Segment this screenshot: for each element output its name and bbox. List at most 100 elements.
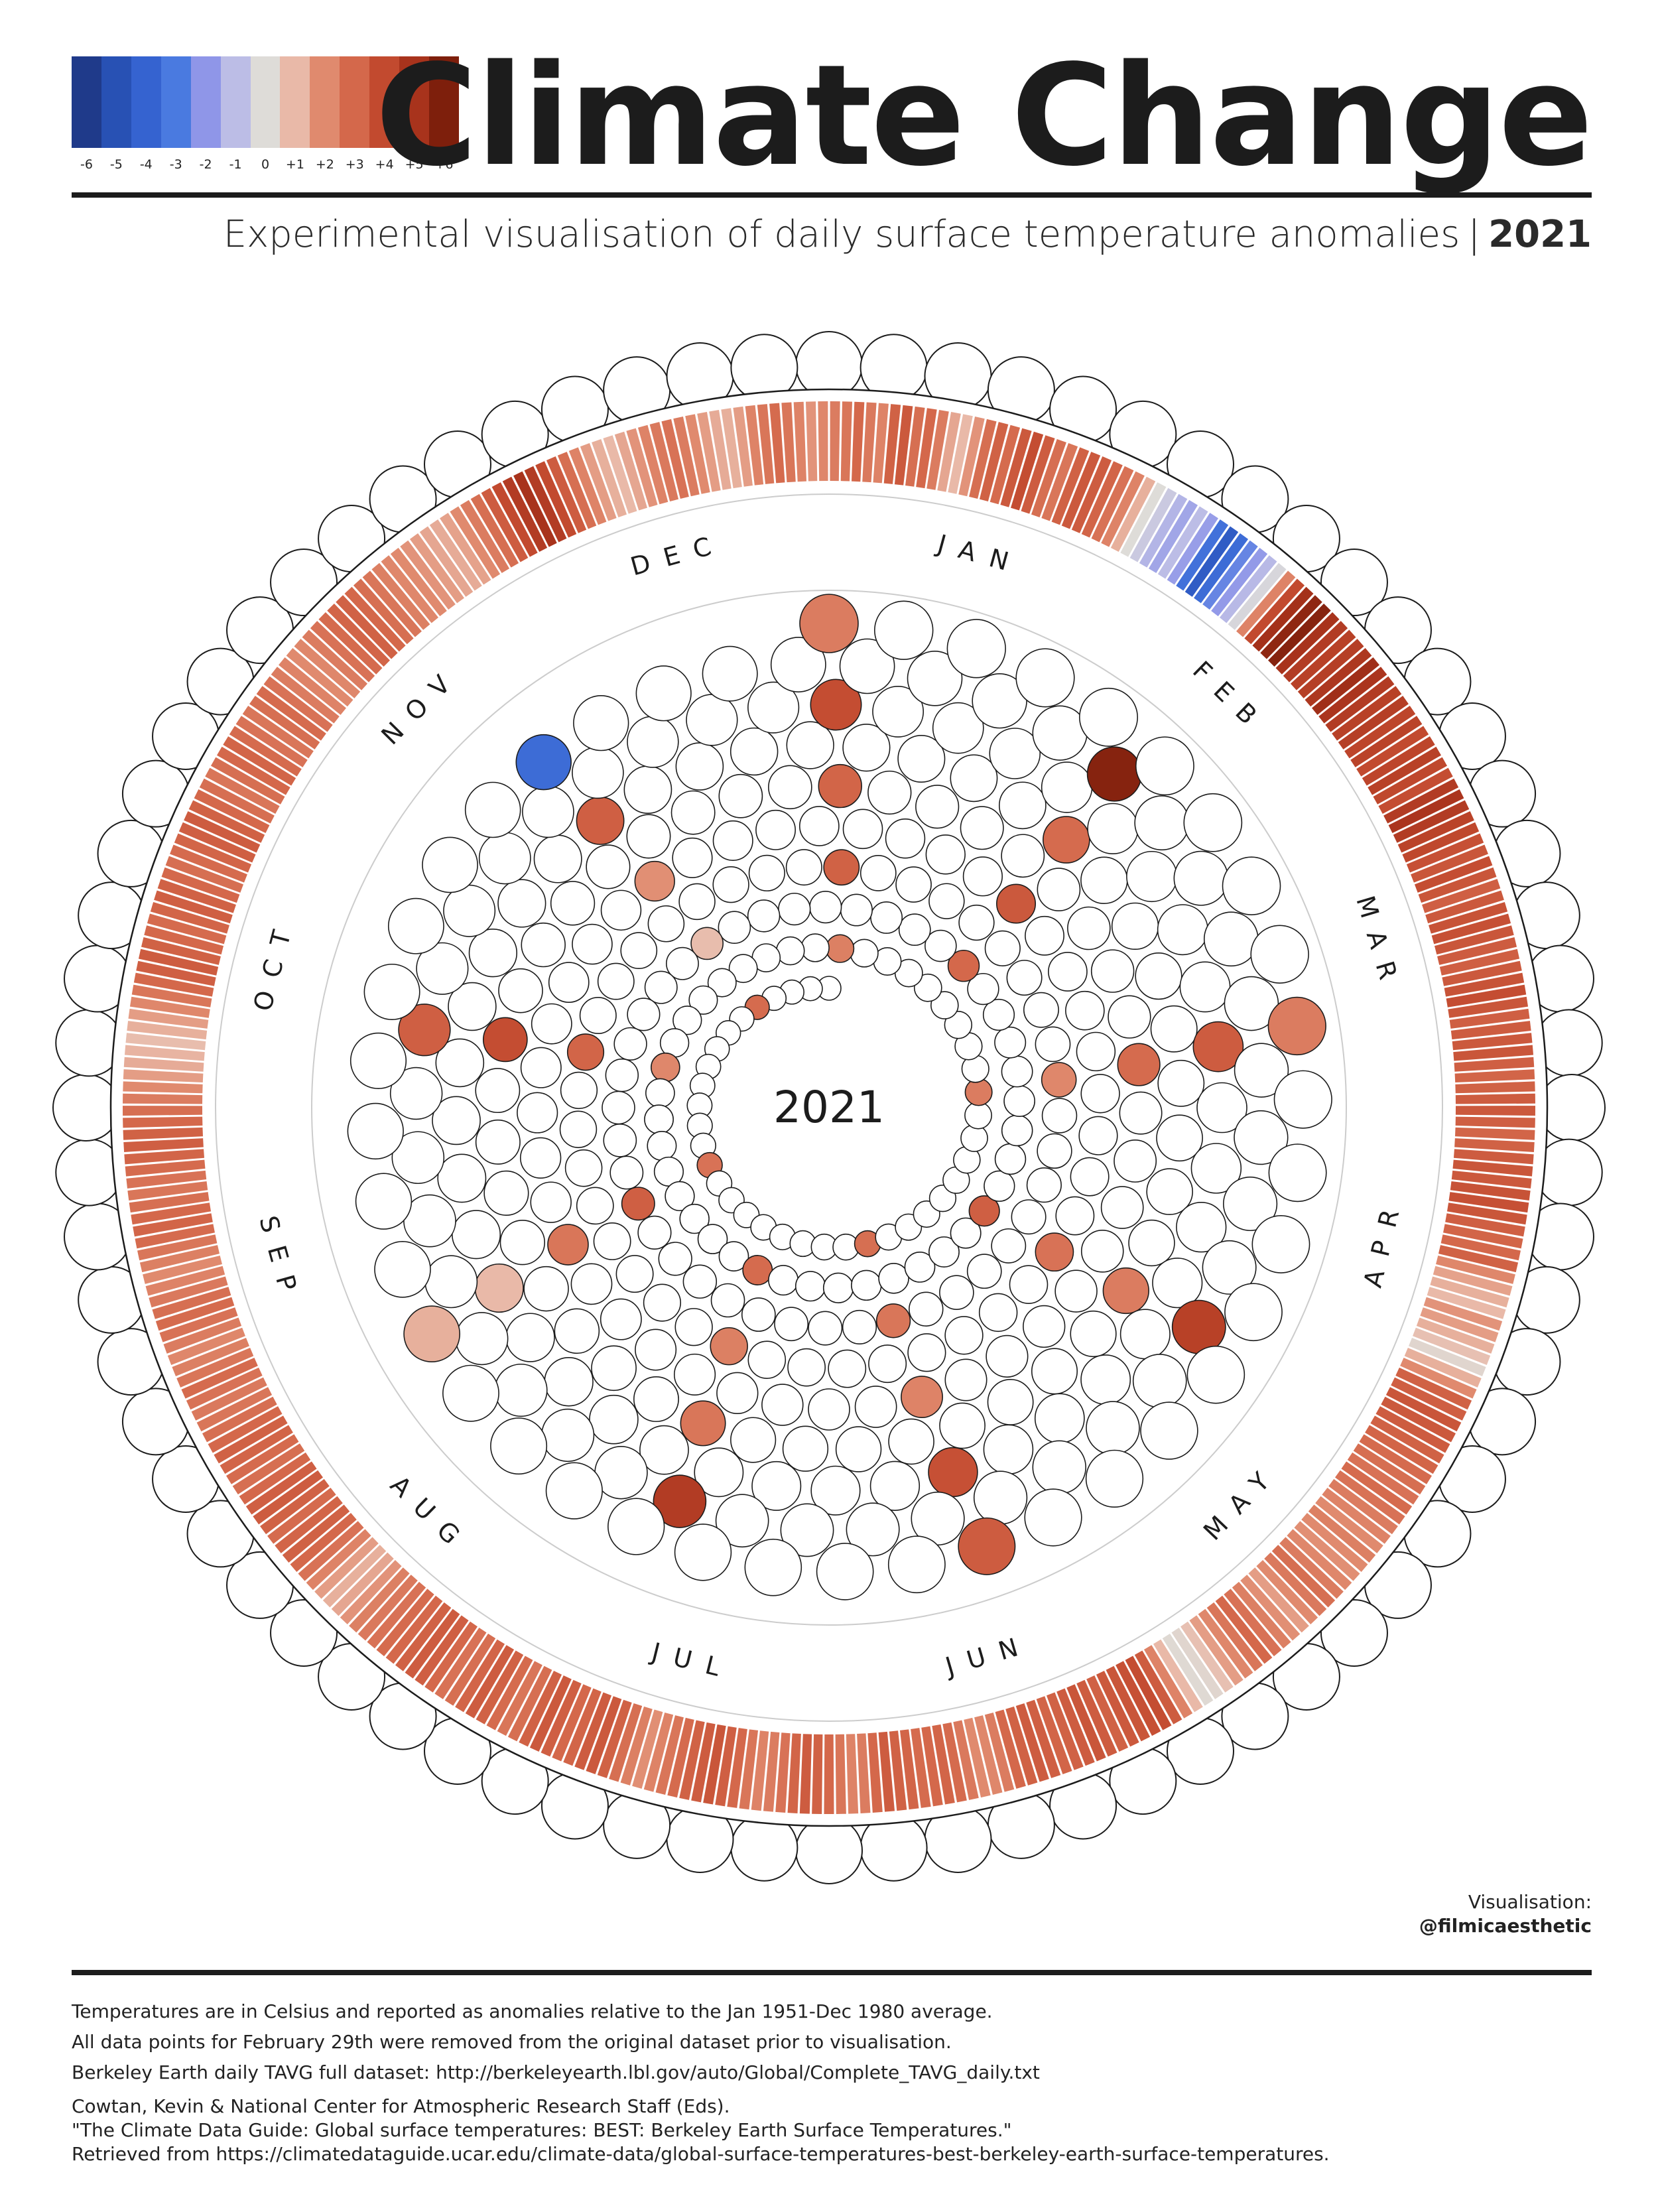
spiral-bubble <box>403 1305 461 1363</box>
daily-anomaly-bar <box>1312 657 1379 715</box>
daily-anomaly-bar <box>1096 1671 1139 1747</box>
daily-anomaly-bar <box>1202 540 1258 610</box>
daily-anomaly-bar <box>1268 604 1331 667</box>
daily-anomaly-bar <box>486 1656 533 1730</box>
daily-anomaly-bar <box>154 890 233 924</box>
spiral-bubble <box>774 1307 809 1342</box>
spiral-bubble <box>422 836 478 893</box>
spiral-bubble <box>545 1462 603 1520</box>
daily-anomaly-bar <box>1334 1470 1405 1525</box>
daily-anomaly-bar <box>1101 471 1145 547</box>
spiral-bubble <box>818 763 862 809</box>
spiral-bubble <box>895 866 932 903</box>
daily-anomaly-bar <box>1322 1487 1391 1544</box>
spiral-bubble <box>822 1272 854 1303</box>
daily-anomaly-bar <box>1021 435 1055 514</box>
daily-anomaly-bar <box>1375 1406 1450 1453</box>
footnote-leap-day: All data points for February 29th were r… <box>72 2031 952 2053</box>
spiral-bubble <box>591 1345 637 1392</box>
daily-anomaly-bar <box>1026 1699 1061 1778</box>
daily-anomaly-bar <box>1260 595 1322 659</box>
legend-swatch <box>280 56 310 148</box>
spiral-bubble <box>1080 1074 1120 1114</box>
daily-anomaly-bar <box>1448 1192 1529 1213</box>
daily-anomaly-bar <box>172 1337 249 1376</box>
daily-anomaly-bar <box>137 1234 218 1261</box>
spiral-bubble <box>799 594 859 653</box>
daily-anomaly-bar <box>138 948 219 976</box>
spiral-bubble <box>742 1255 773 1285</box>
daily-anomaly-bar <box>1332 686 1402 741</box>
spiral-bubble <box>1024 1488 1082 1547</box>
spiral-bubble <box>778 892 811 926</box>
spiral-bubble <box>1086 1401 1140 1455</box>
spiral-bubble <box>1186 1345 1245 1404</box>
spiral-bubble <box>878 1263 909 1294</box>
daily-anomaly-bar <box>535 461 577 538</box>
daily-anomaly-bar <box>1454 1138 1535 1153</box>
spiral-bubble <box>978 1293 1018 1333</box>
daily-anomaly-bar <box>1056 1688 1095 1766</box>
daily-anomaly-bar <box>563 1688 602 1766</box>
spiral-bubble <box>786 721 834 769</box>
spiral-bubble <box>475 1119 521 1165</box>
daily-anomaly-bar <box>390 547 447 617</box>
spiral-bubble <box>1119 1309 1171 1360</box>
daily-anomaly-bar <box>697 412 721 492</box>
spiral-bubble <box>666 946 699 980</box>
daily-anomaly-bar <box>349 1567 410 1633</box>
spiral-bubble <box>1132 1354 1187 1408</box>
daily-anomaly-bar <box>1066 1684 1106 1762</box>
spiral-bubble <box>1080 1230 1124 1273</box>
daily-anomaly-bar <box>186 1367 263 1410</box>
guide-circle <box>311 590 1347 1626</box>
spiral-bubble <box>363 963 420 1020</box>
spiral-bubble <box>398 1004 451 1057</box>
daily-anomaly-bar <box>1350 716 1423 767</box>
daily-anomaly-bar <box>141 937 221 965</box>
spiral-bubble <box>389 1067 443 1120</box>
daily-anomaly-bar <box>357 1575 418 1641</box>
legend-swatch <box>72 56 101 148</box>
legend-tick-label: -3 <box>169 157 182 172</box>
spiral-bubble <box>559 1110 598 1148</box>
spiral-bubble <box>707 968 737 998</box>
spiral-bubble <box>907 651 963 706</box>
spiral-bubble <box>623 765 672 814</box>
spiral-bubble <box>1126 850 1178 903</box>
daily-anomaly-bar <box>574 1692 612 1770</box>
spiral-bubble <box>1055 1196 1095 1236</box>
daily-anomaly-bar <box>155 1297 235 1331</box>
daily-anomaly-bar <box>376 1589 434 1657</box>
daily-anomaly-bar <box>220 1425 293 1474</box>
daily-anomaly-bar <box>1365 1425 1438 1474</box>
spiral-bubble <box>928 883 965 919</box>
spiral-bubble <box>872 685 925 738</box>
spiral-bubble <box>475 1068 521 1114</box>
spiral-bubble <box>570 1263 613 1305</box>
daily-anomaly-bar <box>1176 519 1229 591</box>
daily-anomaly-bar <box>757 404 775 484</box>
daily-anomaly-bar <box>210 757 285 805</box>
daily-anomaly-bar <box>1224 1589 1282 1657</box>
spiral-bubble <box>672 837 713 878</box>
spiral-bubble <box>597 962 635 1000</box>
spiral-bubble <box>868 1344 907 1384</box>
spiral-bubble <box>522 785 574 838</box>
spiral-bubble <box>634 860 675 902</box>
daily-anomaly-bar <box>787 1733 801 1813</box>
spiral-bubble <box>1183 793 1243 852</box>
spiral-bubble <box>755 809 796 850</box>
spiral-bubble <box>966 1254 1002 1289</box>
daily-anomaly-bar <box>1215 1595 1273 1664</box>
daily-anomaly-bar <box>727 1728 747 1808</box>
daily-anomaly-bar <box>1071 456 1112 533</box>
daily-anomaly-bar <box>703 1724 726 1805</box>
spiral-bubble <box>897 734 946 783</box>
spiral-bubble <box>715 1494 769 1548</box>
spiral-bubble <box>647 1131 677 1161</box>
daily-anomaly-bar <box>1452 1033 1533 1051</box>
spiral-bubble <box>1179 961 1231 1013</box>
daily-anomaly-bar <box>1440 1234 1521 1261</box>
